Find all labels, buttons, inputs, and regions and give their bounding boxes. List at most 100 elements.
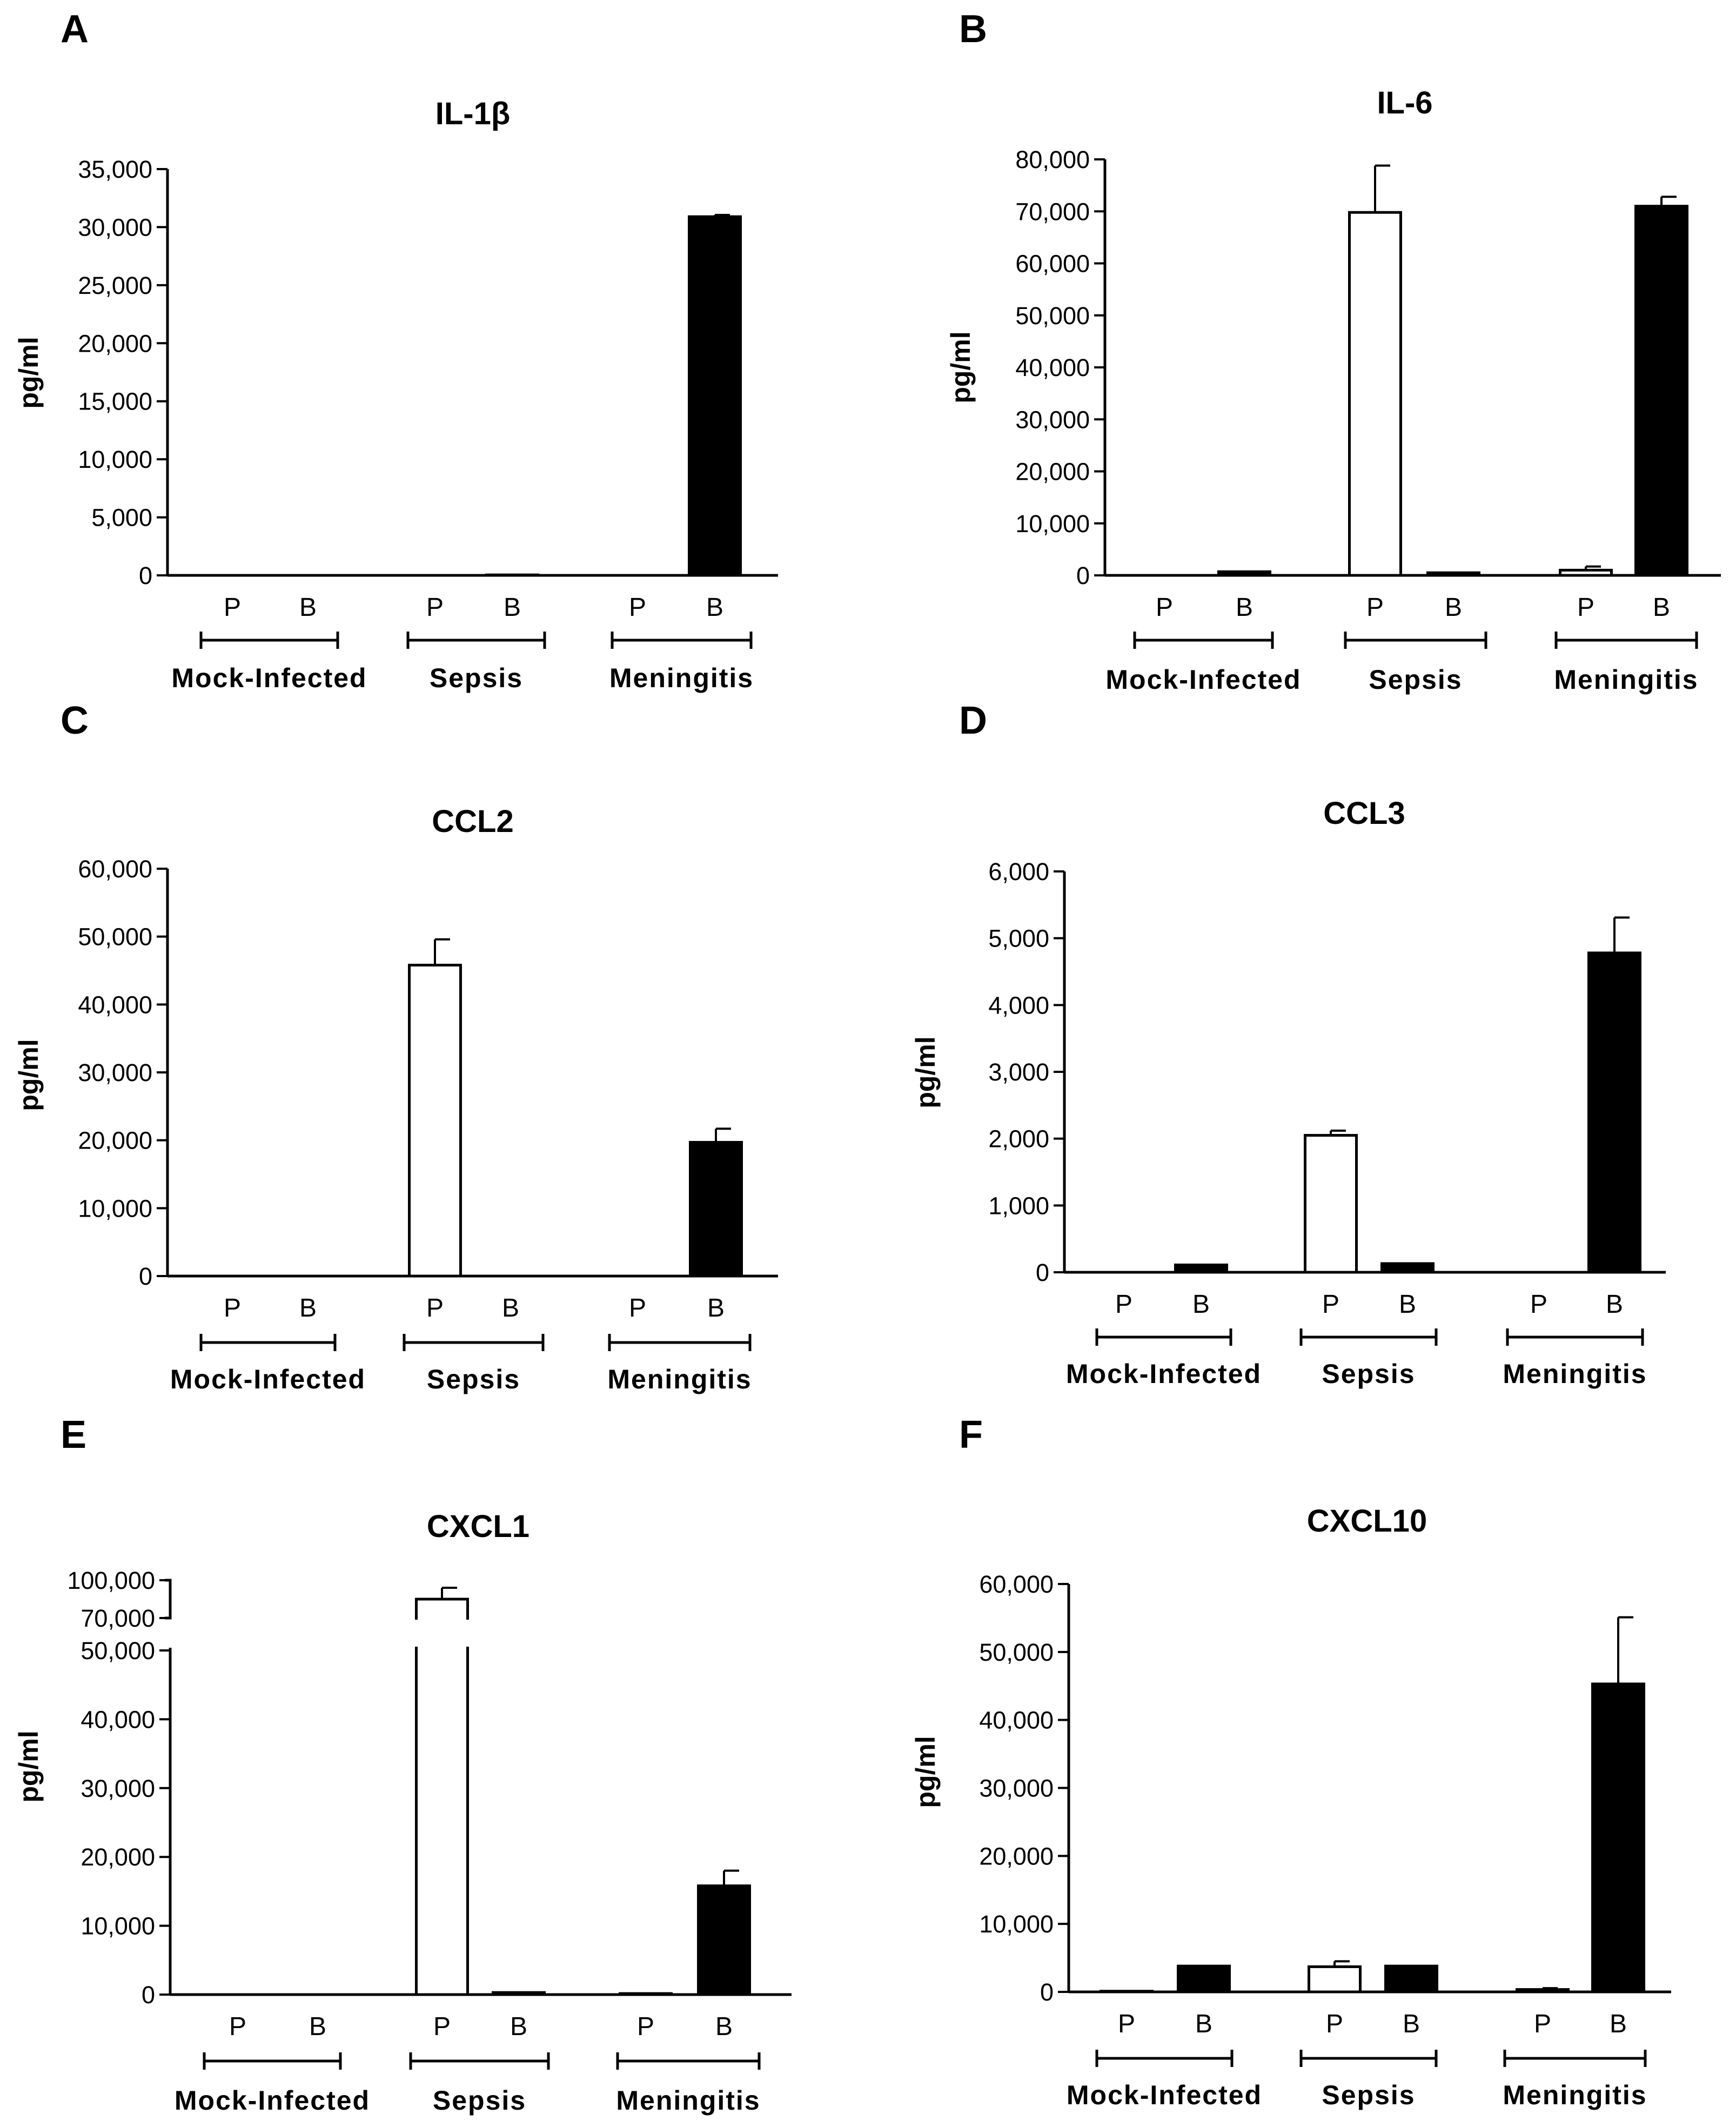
category-label: P [1156, 593, 1173, 622]
y-tick-label: 70,000 [1015, 198, 1090, 225]
category-label: P [224, 593, 241, 622]
group-bracket [1095, 2050, 1234, 2067]
chart-panel-a: A IL-1β pg/ml 0 5,000 10,000 15,000 20,000 25,00… [14, 8, 778, 693]
category-label: P [1322, 1290, 1339, 1319]
group-label: Mock-Infected [1105, 665, 1301, 695]
category-label: B [1403, 2010, 1420, 2038]
y-tick-label: 80,000 [1015, 146, 1090, 173]
y-tick-label: 0 [139, 1263, 152, 1290]
y-tick-label: 25,000 [78, 272, 152, 299]
bar-meningitis-b [1591, 1682, 1645, 1994]
category-label: P [1534, 2010, 1551, 2038]
y-tick-label: 10,000 [81, 1912, 155, 1940]
y-axis-label: pg/ml [946, 331, 976, 403]
category-label: B [715, 2012, 733, 2041]
bar-meningitis-b [689, 1140, 743, 1278]
bar-sepsis-p [415, 1598, 469, 1996]
group-label: Sepsis [430, 663, 523, 693]
category-label: B [510, 2012, 527, 2041]
category-label: B [1192, 1290, 1210, 1319]
y-axis-label: pg/ml [14, 1730, 44, 1802]
category-label: B [1399, 1290, 1416, 1319]
y-tick-label: 50,000 [78, 923, 152, 951]
y-tick-label: 0 [139, 562, 152, 589]
group-bracket [409, 2052, 550, 2070]
panel-letter: C [61, 699, 89, 742]
y-tick-label: 10,000 [78, 446, 152, 473]
y-tick-label: 5,000 [988, 925, 1049, 952]
y-tick-label: 0 [1040, 1978, 1054, 2006]
y-tick-label: 60,000 [78, 855, 152, 883]
y-tick-label: 4,000 [988, 991, 1049, 1019]
group-label: Mock-Infected [171, 663, 367, 693]
group-label: Sepsis [1322, 1359, 1415, 1389]
y-tick-label: 3,000 [988, 1058, 1049, 1086]
category-label: B [1653, 593, 1670, 622]
bar-mock-infected-b [1217, 570, 1271, 577]
chart-title: IL-1β [435, 96, 511, 131]
chart-title: IL-6 [1377, 85, 1432, 120]
group-label: Sepsis [1322, 2080, 1415, 2110]
bar-sepsis-b [1426, 571, 1480, 577]
bar-sepsis-p [1304, 1133, 1358, 1274]
y-tick-label: 50,000 [1015, 302, 1090, 330]
group-bracket [203, 2052, 342, 2070]
y-tick-label: 40,000 [81, 1706, 155, 1733]
category-label: P [433, 2012, 451, 2041]
group-label: Meningitis [616, 2085, 760, 2116]
group-bracket [1133, 632, 1274, 649]
category-label: B [1610, 2010, 1627, 2038]
group-bracket [1095, 1328, 1232, 1346]
bar-mock-infected-p [1100, 1990, 1154, 1994]
bar-meningitis-b [1587, 951, 1641, 1274]
y-tick-label: 10,000 [78, 1194, 152, 1222]
panel-letter: F [959, 1413, 983, 1456]
y-tick-label: 60,000 [979, 1570, 1054, 1598]
y-tick-label: 30,000 [1015, 406, 1090, 433]
y-axis-label: pg/ml [910, 1036, 941, 1108]
y-tick-label-upper: 100,000 [67, 1567, 155, 1594]
bar-meningitis-p [1559, 568, 1613, 577]
group-label: Sepsis [433, 2085, 526, 2116]
bar-sepsis-p [408, 963, 462, 1278]
group-label: Meningitis [1503, 2080, 1647, 2110]
y-tick-label: 35,000 [78, 156, 152, 183]
group-label: Sepsis [427, 1364, 520, 1394]
y-tick-label: 0 [1036, 1259, 1049, 1286]
bar-meningitis-b [688, 215, 742, 577]
y-tick-label: 15,000 [78, 388, 152, 415]
category-label: B [1606, 1290, 1623, 1319]
category-label: P [229, 2012, 246, 2041]
bar-sepsis-p [1348, 211, 1402, 577]
category-label: B [706, 593, 723, 622]
y-tick-label: 1,000 [988, 1192, 1049, 1219]
category-label: B [504, 593, 521, 622]
chart-panel-e: E CXCL1 pg/ml 0 10,000 20,000 30,000 40,000 50,0… [14, 1413, 792, 2116]
y-tick-label: 20,000 [979, 1842, 1054, 1870]
category-label: P [224, 1294, 241, 1323]
group-label: Mock-Infected [1067, 2080, 1262, 2110]
group-bracket [616, 2052, 761, 2070]
bar-mock-infected-b [1174, 1263, 1228, 1274]
bar-sepsis-b [1384, 1964, 1438, 1994]
category-label: P [629, 593, 646, 622]
y-tick-label: 5,000 [91, 504, 152, 532]
y-tick-label: 60,000 [1015, 250, 1090, 278]
y-tick-label: 0 [142, 1981, 155, 2009]
chart-title: CCL2 [432, 804, 513, 839]
category-label: B [299, 1294, 317, 1323]
category-label: B [707, 1294, 725, 1323]
bar-mock-infected-b [1177, 1964, 1231, 1994]
panel-letter: A [61, 8, 89, 51]
group-label: Sepsis [1369, 665, 1462, 695]
category-label: P [426, 1294, 444, 1323]
group-label: Mock-Infected [170, 1364, 366, 1394]
chart-title: CCL3 [1323, 796, 1405, 831]
category-label: P [629, 1294, 646, 1323]
y-axis-label: pg/ml [14, 337, 44, 408]
category-label: B [299, 593, 317, 622]
bar-sepsis-b [492, 1991, 546, 1996]
category-label: B [1445, 593, 1462, 622]
y-tick-label: 40,000 [979, 1707, 1054, 1734]
